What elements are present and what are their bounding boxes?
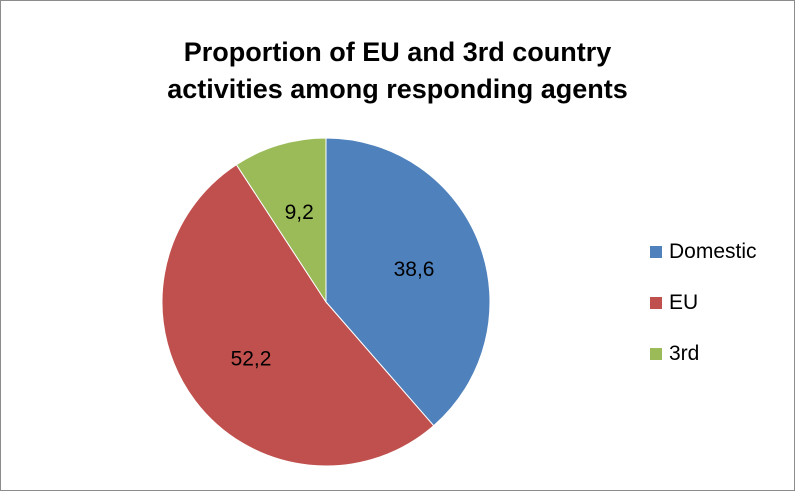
legend: Domestic EU 3rd xyxy=(650,240,757,393)
legend-label-eu: EU xyxy=(669,291,699,314)
pie-slice-eu xyxy=(161,163,435,467)
data-label-domestic: 38,6 xyxy=(394,258,435,281)
legend-label-3rd: 3rd xyxy=(669,342,700,365)
legend-label-domestic: Domestic xyxy=(669,240,757,263)
legend-swatch-3rd xyxy=(650,348,662,360)
data-label-3rd: 9,2 xyxy=(285,201,314,224)
legend-swatch-eu xyxy=(650,297,662,309)
chart-title: Proportion of EU and 3rd country activit… xyxy=(0,34,795,108)
data-label-eu: 52,2 xyxy=(231,348,272,371)
pie-slice-domestic xyxy=(325,137,491,427)
legend-swatch-domestic xyxy=(650,246,662,258)
legend-item-3rd: 3rd xyxy=(650,342,757,366)
legend-item-domestic: Domestic xyxy=(650,240,757,264)
pie-slice-3rd xyxy=(235,137,327,304)
legend-item-eu: EU xyxy=(650,291,757,315)
chart-title-line-1: Proportion of EU and 3rd country xyxy=(183,37,612,67)
chart-title-line-2: activities among responding agents xyxy=(167,74,628,104)
